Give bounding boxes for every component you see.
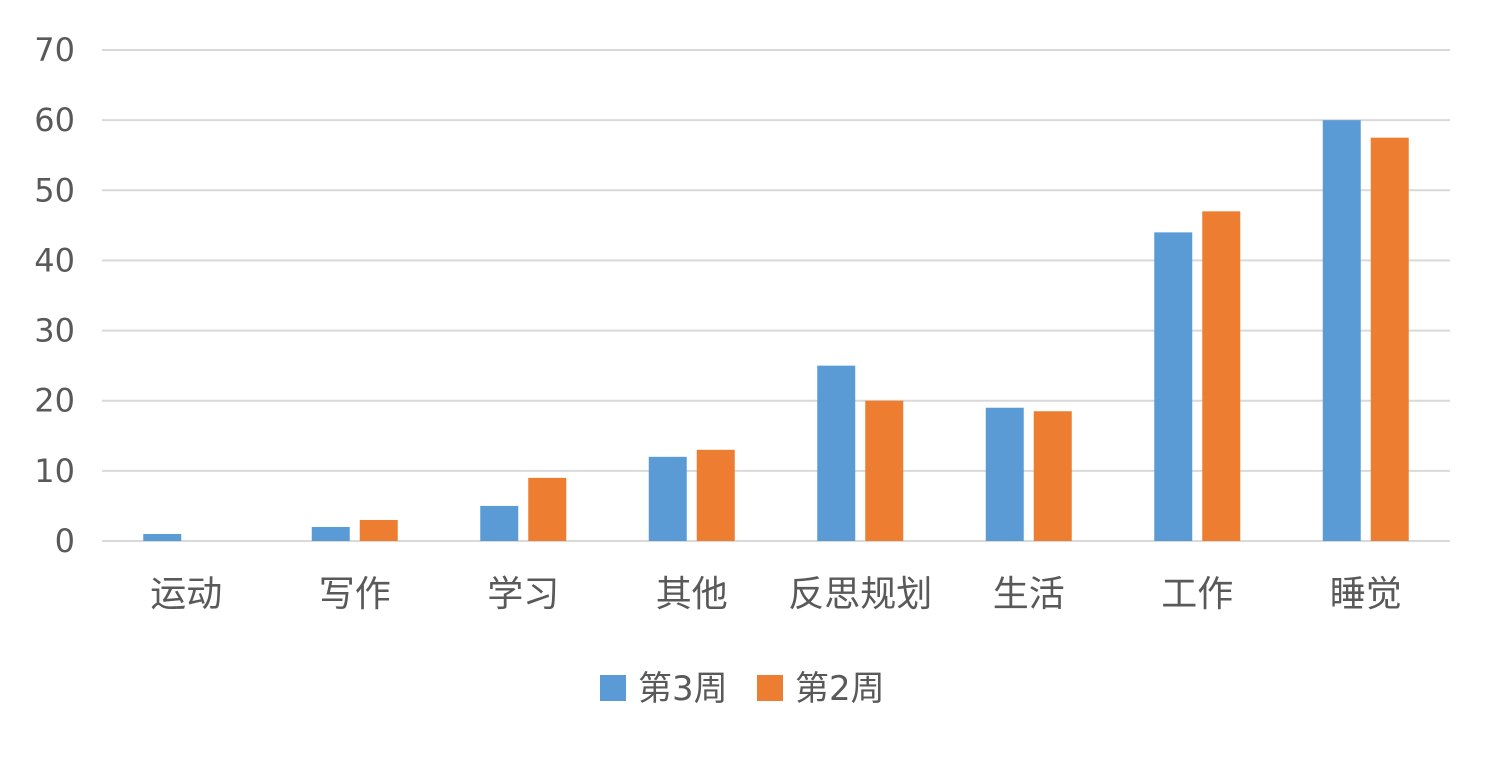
legend-label: 第3周 (638, 669, 728, 709)
bars (143, 120, 1409, 542)
bar-series1-6 (1154, 232, 1193, 541)
x-category-label: 学习 (487, 574, 559, 615)
y-tick-label: 60 (34, 101, 75, 139)
gridlines (102, 49, 1450, 542)
bar-series2-1 (359, 519, 398, 541)
bar-series2-7 (1370, 137, 1409, 541)
legend-label: 第2周 (795, 669, 885, 709)
bar-series1-3 (648, 456, 687, 541)
x-category-label: 睡觉 (1330, 574, 1402, 615)
bar-series1-1 (311, 526, 350, 541)
x-category-label: 写作 (319, 574, 391, 615)
bar-series2-2 (528, 477, 567, 541)
legend-item: 第2周 (757, 669, 885, 709)
bar-series1-2 (480, 505, 519, 541)
y-tick-label: 0 (55, 522, 75, 560)
legend-swatch (757, 675, 783, 701)
x-category-label: 运动 (150, 574, 222, 615)
y-tick-label: 30 (34, 312, 75, 350)
y-tick-label: 70 (34, 31, 75, 69)
y-tick-label: 50 (34, 171, 75, 209)
x-axis-category-labels: 运动 写作 学习 其他 反思规划 生活 工作 睡觉 (150, 574, 1402, 615)
x-category-label: 工作 (1161, 574, 1233, 615)
bar-series2-3 (696, 449, 735, 541)
y-tick-label: 10 (34, 452, 75, 490)
bar-series1-7 (1322, 120, 1361, 542)
legend-swatch (600, 675, 626, 701)
x-category-label: 反思规划 (788, 574, 932, 615)
legend: 第3周 第2周 (600, 669, 885, 709)
legend-item: 第3周 (600, 669, 728, 709)
bar-series2-6 (1202, 211, 1241, 542)
bar-series1-0 (143, 533, 182, 541)
x-category-label: 其他 (656, 574, 728, 615)
x-category-label: 生活 (993, 574, 1065, 615)
y-tick-label: 40 (34, 241, 75, 279)
y-tick-label: 20 (34, 382, 75, 420)
y-axis-tick-labels: 0 10 20 30 40 50 60 70 (34, 31, 75, 560)
bar-series2-4 (865, 400, 904, 541)
bar-series2-5 (1033, 411, 1072, 541)
bar-series1-4 (817, 365, 856, 541)
bar-series1-5 (985, 407, 1024, 541)
